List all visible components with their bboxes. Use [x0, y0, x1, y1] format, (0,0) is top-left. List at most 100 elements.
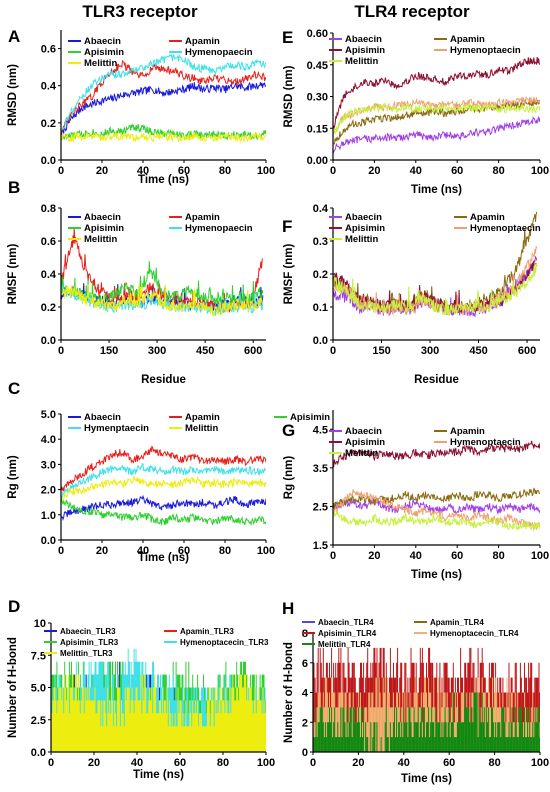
x-tick-label: 0 — [58, 165, 64, 177]
series-group — [61, 53, 266, 144]
x-tick-label: 40 — [137, 545, 149, 557]
x-tick-label: 80 — [217, 757, 229, 769]
y-tick-label: 2.0 — [41, 485, 56, 497]
legend-entry: Hymenoptaecin — [450, 45, 521, 56]
x-axis-label: Time (ns) — [133, 769, 184, 781]
y-tick-label: 0.2 — [41, 302, 56, 314]
x-tick-label: 100 — [257, 545, 275, 557]
panel-c: C 0 20 40 60 80 100 0.0 1.0 2.0 3.0 4.0 5.0 Time (ns)… — [7, 379, 330, 564]
legend: Abaecin_TLR4 Apamin_TLR4 Apisimin_TLR4 Hyme… — [302, 618, 519, 649]
legend-entry: Apamin — [450, 34, 485, 45]
x-axis-label: Residue — [141, 374, 186, 386]
y-axis-label: RMSD (nm) — [7, 64, 19, 126]
x-tick-label: 80 — [492, 165, 504, 177]
x-tick-label: 20 — [96, 545, 108, 557]
y-tick-label: 0.2 — [313, 269, 328, 281]
series-line-apamin — [61, 59, 266, 135]
y-tick-label: 2 — [302, 717, 308, 729]
x-tick-label: 80 — [219, 545, 231, 557]
legend-entry: Apisimin — [84, 223, 124, 234]
x-axis-label: Time (ns) — [138, 174, 189, 186]
x-tick-label: 100 — [531, 165, 549, 177]
legend-entry: Apamin — [470, 212, 505, 223]
y-axis-label: Number of H-bond — [7, 637, 19, 738]
y-tick-label: 2.5 — [31, 715, 46, 727]
panel-f: F 0 150 300 450 600 0.0 0.1 0.2 0.3 0.4 Residue RMSF… — [282, 203, 541, 386]
x-tick-label: 20 — [88, 757, 100, 769]
legend-entry: Melittin — [84, 58, 117, 69]
y-tick-label: 4.5 — [313, 424, 328, 436]
x-tick-label: 60 — [451, 550, 463, 562]
x-tick-label: 0 — [330, 550, 336, 562]
y-axis-label: Rg (nm) — [283, 456, 295, 500]
series-line-melittin — [61, 284, 264, 317]
x-axis-label: Time (ns) — [138, 552, 189, 564]
column-title-tlr3: TLR3 receptor — [82, 2, 198, 21]
legend-entry: Melittin — [84, 234, 117, 245]
series-line-apisimin — [61, 261, 264, 307]
y-tick-label: 0.60 — [307, 28, 328, 40]
x-tick-label: 40 — [137, 165, 149, 177]
legend-entry: Apisimin_TLR4 — [318, 629, 377, 638]
legend-entry: Apamin — [185, 36, 220, 47]
series-line-apamin — [61, 445, 266, 492]
y-tick-label: 0.6 — [41, 44, 56, 56]
series-line-melittin — [61, 131, 266, 144]
y-tick-label: 7.5 — [31, 650, 46, 662]
legend-entry: Apamin — [450, 426, 485, 437]
x-tick-label: 20 — [368, 550, 380, 562]
legend-entry: Apamin — [185, 412, 220, 423]
y-axis-label: Number of H-bond — [283, 642, 295, 743]
series-group — [333, 211, 538, 318]
x-tick-label: 80 — [488, 757, 500, 769]
legend-entry: Apisimin — [290, 412, 330, 423]
x-tick-label: 40 — [410, 550, 422, 562]
series-group — [313, 647, 540, 752]
x-axis-label: Residue — [414, 374, 459, 386]
legend-entry: Hymenoptacecin_TLR3 — [180, 638, 269, 647]
y-tick-label: 1.0 — [41, 510, 56, 522]
x-tick-label: 600 — [244, 345, 262, 357]
y-tick-label: 0.1 — [313, 302, 328, 314]
y-tick-label: 0.0 — [31, 747, 46, 759]
legend-entry: Melittin — [345, 234, 378, 245]
y-tick-label: 2.5 — [313, 501, 328, 513]
column-title-tlr4: TLR4 receptor — [354, 2, 470, 21]
y-tick-label: 3.0 — [41, 459, 56, 471]
series-line-abaecin — [333, 498, 540, 516]
x-tick-label: 40 — [410, 165, 422, 177]
panel-g: G 0 20 40 60 80 100 1.5 2.5 3.5 4.5 Time (ns) Rg (nm… — [282, 410, 549, 581]
legend: Abaecin Apamin Apisimin Hymenopaecin Melitti… — [68, 212, 253, 245]
legend-entry: Abaecin — [345, 34, 382, 45]
series-line-abaecin — [61, 494, 266, 522]
legend-entry: Abaecin — [345, 212, 382, 223]
legend-entry: Melittin — [185, 423, 218, 434]
y-tick-label: 0.30 — [307, 92, 328, 104]
legend: Abaecin Apamin Apisimin Hymenopaecin Melitti… — [68, 36, 253, 69]
x-tick-label: 150 — [372, 345, 390, 357]
y-tick-label: 6 — [302, 658, 308, 670]
legend: Abaecin Apamin Apisimin Hymenoptaecin Melitt… — [329, 426, 521, 459]
y-tick-label: 0.4 — [41, 269, 57, 281]
y-tick-label: 0.3 — [313, 236, 328, 248]
x-tick-label: 450 — [469, 345, 487, 357]
legend-entry: Hymenoptaecin — [470, 223, 541, 234]
y-tick-label: 5.0 — [41, 409, 56, 421]
legend-entry: Melittin — [345, 448, 378, 459]
legend-entry: Apamin_TLR4 — [430, 618, 484, 627]
x-tick-label: 0 — [58, 345, 64, 357]
y-tick-label: 0.15 — [307, 123, 328, 135]
series-line-hymenoptaecin — [333, 95, 540, 136]
legend: Abaecin_TLR3 Apamin_TLR3 Apisimin_TLR3 Hyme… — [44, 627, 269, 658]
y-tick-label: 0.0 — [313, 335, 328, 347]
x-tick-label: 20 — [352, 757, 364, 769]
y-tick-label: 0.0 — [41, 535, 56, 547]
series-line-melittin — [333, 262, 538, 316]
legend-entry: Hymenptaecin — [84, 423, 149, 434]
x-tick-label: 0 — [330, 345, 336, 357]
x-tick-label: 20 — [96, 165, 108, 177]
legend-entry: Abaecin_TLR4 — [318, 618, 374, 627]
panel-d: D 0 20 40 60 80 100 0.0 2.5 5.0 7.5 10 Time (ns) Numb… — [7, 597, 275, 781]
series-group — [333, 56, 540, 154]
